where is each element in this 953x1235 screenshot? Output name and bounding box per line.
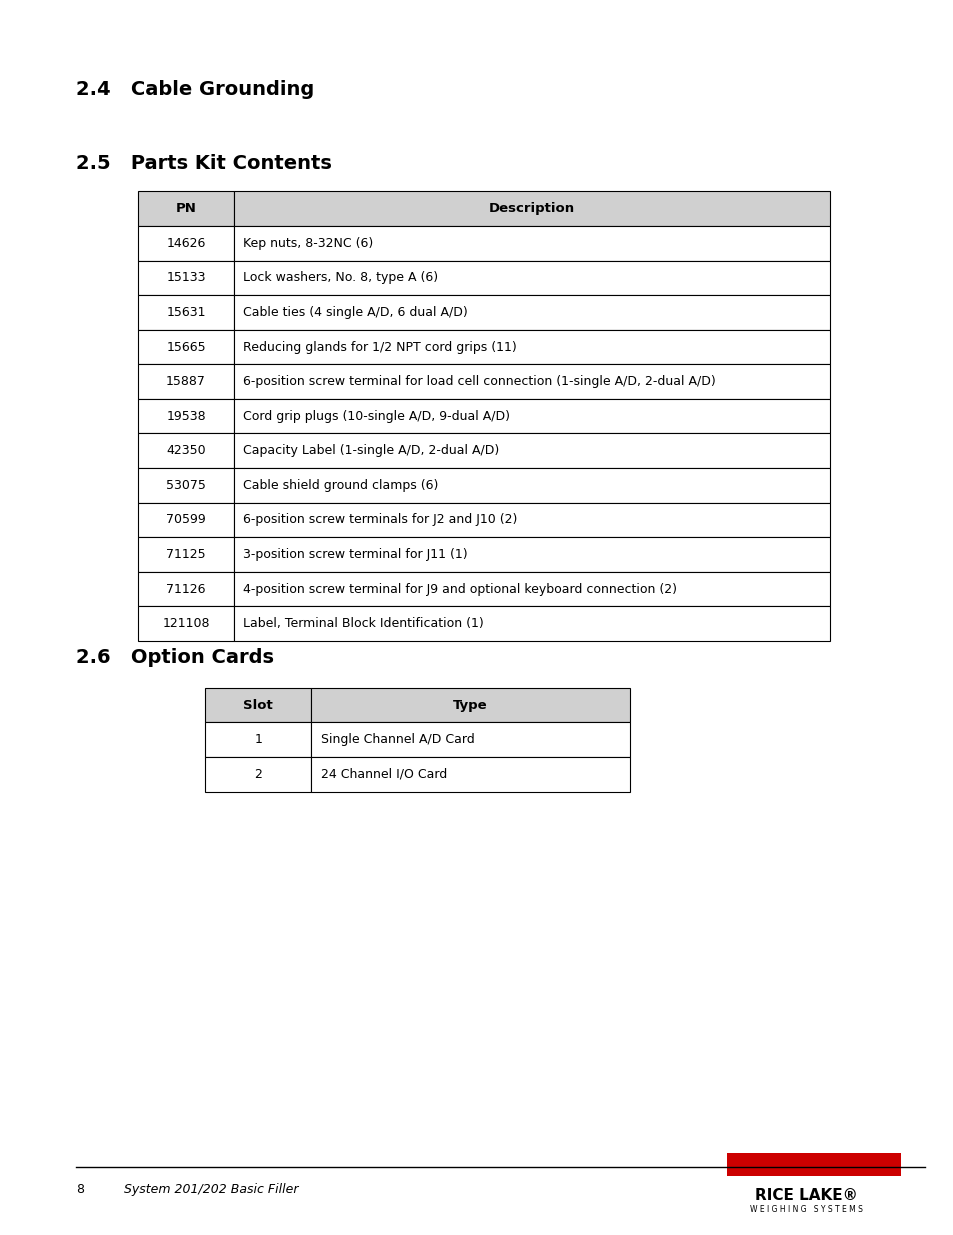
Text: 121108: 121108 <box>162 618 210 630</box>
FancyBboxPatch shape <box>138 572 233 606</box>
FancyBboxPatch shape <box>233 503 829 537</box>
Text: PN: PN <box>175 203 196 215</box>
Text: 19538: 19538 <box>166 410 206 422</box>
Text: Slot: Slot <box>243 699 273 711</box>
FancyBboxPatch shape <box>138 503 233 537</box>
Text: Cable ties (4 single A/D, 6 dual A/D): Cable ties (4 single A/D, 6 dual A/D) <box>243 306 468 319</box>
Text: 3-position screw terminal for J11 (1): 3-position screw terminal for J11 (1) <box>243 548 468 561</box>
FancyBboxPatch shape <box>233 295 829 330</box>
Text: Lock washers, No. 8, type A (6): Lock washers, No. 8, type A (6) <box>243 272 438 284</box>
FancyBboxPatch shape <box>233 468 829 503</box>
FancyBboxPatch shape <box>138 537 233 572</box>
FancyBboxPatch shape <box>233 606 829 641</box>
FancyBboxPatch shape <box>233 433 829 468</box>
Text: Cord grip plugs (10-single A/D, 9-dual A/D): Cord grip plugs (10-single A/D, 9-dual A… <box>243 410 510 422</box>
Text: 6-position screw terminals for J2 and J10 (2): 6-position screw terminals for J2 and J1… <box>243 514 517 526</box>
Text: Type: Type <box>453 699 487 711</box>
FancyBboxPatch shape <box>138 399 233 433</box>
Text: 15631: 15631 <box>166 306 206 319</box>
FancyBboxPatch shape <box>138 191 233 226</box>
FancyBboxPatch shape <box>205 757 311 792</box>
Text: 2.6   Option Cards: 2.6 Option Cards <box>76 648 274 667</box>
FancyBboxPatch shape <box>138 433 233 468</box>
Text: 2.4   Cable Grounding: 2.4 Cable Grounding <box>76 80 314 99</box>
Text: 2: 2 <box>253 768 262 781</box>
FancyBboxPatch shape <box>311 688 629 722</box>
Text: 70599: 70599 <box>166 514 206 526</box>
Text: RICE LAKE®: RICE LAKE® <box>754 1188 857 1203</box>
FancyBboxPatch shape <box>138 364 233 399</box>
FancyBboxPatch shape <box>311 757 629 792</box>
Text: 2.5   Parts Kit Contents: 2.5 Parts Kit Contents <box>76 154 332 173</box>
FancyBboxPatch shape <box>233 191 829 226</box>
Text: Reducing glands for 1/2 NPT cord grips (11): Reducing glands for 1/2 NPT cord grips (… <box>243 341 517 353</box>
Text: 15887: 15887 <box>166 375 206 388</box>
Text: 71125: 71125 <box>166 548 206 561</box>
Text: Kep nuts, 8-32NC (6): Kep nuts, 8-32NC (6) <box>243 237 374 249</box>
FancyBboxPatch shape <box>311 722 629 757</box>
Text: Single Channel A/D Card: Single Channel A/D Card <box>320 734 474 746</box>
Text: Label, Terminal Block Identification (1): Label, Terminal Block Identification (1) <box>243 618 483 630</box>
FancyBboxPatch shape <box>233 572 829 606</box>
Text: Capacity Label (1-single A/D, 2-dual A/D): Capacity Label (1-single A/D, 2-dual A/D… <box>243 445 499 457</box>
FancyBboxPatch shape <box>138 330 233 364</box>
FancyBboxPatch shape <box>233 537 829 572</box>
Text: 4-position screw terminal for J9 and optional keyboard connection (2): 4-position screw terminal for J9 and opt… <box>243 583 677 595</box>
FancyBboxPatch shape <box>233 330 829 364</box>
Text: 24 Channel I/O Card: 24 Channel I/O Card <box>320 768 447 781</box>
FancyBboxPatch shape <box>205 722 311 757</box>
Text: 1: 1 <box>253 734 262 746</box>
FancyBboxPatch shape <box>233 226 829 261</box>
Text: 42350: 42350 <box>166 445 206 457</box>
FancyBboxPatch shape <box>205 688 311 722</box>
Text: 15133: 15133 <box>166 272 206 284</box>
Text: W E I G H I N G   S Y S T E M S: W E I G H I N G S Y S T E M S <box>749 1205 862 1214</box>
FancyBboxPatch shape <box>726 1153 900 1176</box>
FancyBboxPatch shape <box>138 606 233 641</box>
Text: Description: Description <box>488 203 575 215</box>
FancyBboxPatch shape <box>138 468 233 503</box>
Text: 6-position screw terminal for load cell connection (1-single A/D, 2-dual A/D): 6-position screw terminal for load cell … <box>243 375 716 388</box>
Text: 53075: 53075 <box>166 479 206 492</box>
FancyBboxPatch shape <box>233 364 829 399</box>
Text: 8: 8 <box>76 1183 84 1197</box>
FancyBboxPatch shape <box>233 399 829 433</box>
FancyBboxPatch shape <box>138 226 233 261</box>
Text: Cable shield ground clamps (6): Cable shield ground clamps (6) <box>243 479 438 492</box>
FancyBboxPatch shape <box>233 261 829 295</box>
Text: System 201/202 Basic Filler: System 201/202 Basic Filler <box>124 1183 298 1197</box>
FancyBboxPatch shape <box>138 261 233 295</box>
Text: 15665: 15665 <box>166 341 206 353</box>
Text: 71126: 71126 <box>166 583 206 595</box>
Text: 14626: 14626 <box>166 237 206 249</box>
FancyBboxPatch shape <box>138 295 233 330</box>
